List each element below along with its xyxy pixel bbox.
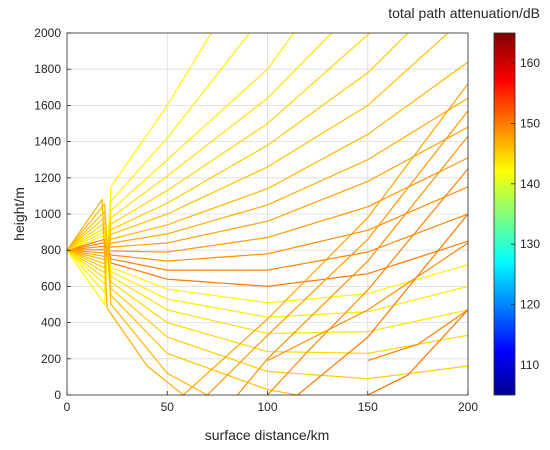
colorbar-tick-label: 110 xyxy=(520,358,539,372)
ray-line xyxy=(67,213,468,271)
colorbar-title: total path attenuation/dB xyxy=(388,5,540,21)
x-axis-ticks: 0 50 100 150 200 xyxy=(64,391,478,414)
ray-line xyxy=(267,168,468,395)
x-tick-label: 0 xyxy=(64,400,71,414)
ray-line xyxy=(67,222,468,354)
y-axis-ticks: 0 200 400 600 800 1000 1200 1400 1600 1800 2000 xyxy=(34,26,71,402)
ray-line xyxy=(182,83,468,395)
colorbar: 110 120 130 140 150 160 total path attenuatio… xyxy=(388,5,540,396)
ray-line xyxy=(67,217,468,380)
grid-lines xyxy=(67,33,468,395)
ray-line xyxy=(267,242,468,362)
ray-line xyxy=(67,33,409,269)
colorbar-tick-label: 160 xyxy=(520,56,540,70)
colorbar-tick-label: 150 xyxy=(520,117,540,131)
ray-series xyxy=(67,33,468,395)
ray-line xyxy=(236,135,468,395)
ray-line xyxy=(67,186,468,262)
ray-line xyxy=(67,235,468,304)
ray-line xyxy=(67,198,184,395)
x-tick-label: 200 xyxy=(458,400,478,414)
ray-line xyxy=(206,110,468,395)
ray-line xyxy=(297,213,468,395)
y-tick-label: 1600 xyxy=(34,98,61,112)
y-tick-label: 2000 xyxy=(34,26,61,40)
ray-line xyxy=(67,157,468,253)
y-tick-label: 1000 xyxy=(34,207,61,221)
y-tick-label: 1400 xyxy=(34,135,61,149)
y-tick-label: 1200 xyxy=(34,171,61,185)
x-tick-label: 150 xyxy=(358,400,378,414)
x-tick-label: 50 xyxy=(161,400,175,414)
x-axis-title: surface distance/km xyxy=(205,427,330,443)
colorbar-tick-label: 130 xyxy=(520,237,540,251)
colorbar-tick-label: 120 xyxy=(520,298,540,312)
ray-line xyxy=(67,61,468,261)
y-tick-label: 200 xyxy=(41,352,61,366)
colorbar-ticks: 110 120 130 140 150 160 xyxy=(511,56,540,372)
colorbar-gradient xyxy=(493,32,516,396)
y-axis-title: height/m xyxy=(11,187,27,241)
ray-line xyxy=(67,231,468,318)
ray-line xyxy=(67,33,212,306)
colorbar-tick-label: 140 xyxy=(520,177,540,191)
y-tick-label: 0 xyxy=(54,388,61,402)
ray-line xyxy=(67,227,468,335)
ray-line xyxy=(67,33,371,274)
ray-line xyxy=(67,33,250,293)
ray-line xyxy=(67,33,333,279)
ray-line xyxy=(367,309,468,362)
ray-line xyxy=(67,33,295,285)
ray-line xyxy=(67,126,468,254)
x-tick-label: 100 xyxy=(257,400,277,414)
y-tick-label: 800 xyxy=(41,243,61,257)
ray-line xyxy=(67,33,449,265)
y-tick-label: 600 xyxy=(41,279,61,293)
ray-line xyxy=(67,97,468,257)
ray-line xyxy=(67,238,468,287)
y-tick-label: 400 xyxy=(41,316,61,330)
ray-line xyxy=(367,309,468,395)
ray-line xyxy=(67,210,298,395)
ray-line xyxy=(67,203,208,395)
y-tick-label: 1800 xyxy=(34,62,61,76)
